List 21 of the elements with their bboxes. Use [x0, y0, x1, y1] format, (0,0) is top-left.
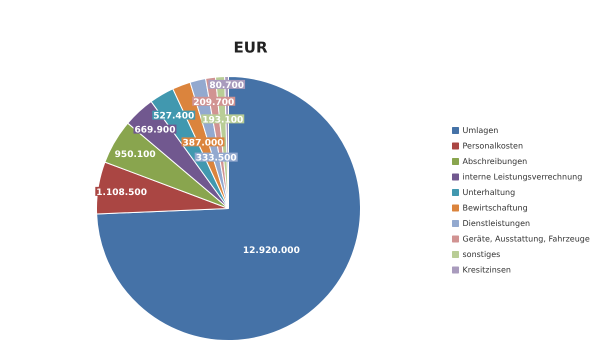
data-label: 527.400 [153, 112, 194, 122]
legend-label: Personalkosten [462, 142, 524, 150]
data-label: 80.700 [209, 80, 244, 91]
chart-title: EUR [234, 38, 268, 56]
legend-label: Unterhaltung [462, 188, 516, 197]
legend-label: Geräte, Ausstattung, Fahrzeuge [462, 234, 590, 244]
data-label: 387.000 [182, 138, 224, 148]
data-label: 1.108.500 [96, 188, 147, 198]
legend-label: Umlagen [462, 126, 498, 135]
legend-label: sonstiges [462, 250, 500, 259]
legend-label: Abschreibungen [462, 157, 528, 166]
data-label: 950.100 [114, 150, 156, 160]
data-label: 12.920.000 [242, 246, 300, 256]
legend-label: interne Leistungsverrechnung [462, 172, 582, 182]
data-label: 193.100 [202, 115, 244, 126]
legend-label: Dienstleistungen [462, 219, 530, 228]
data-label: 209.700 [193, 98, 234, 108]
legend-label: Bewirtschaftung [462, 204, 528, 212]
data-label: 669.900 [134, 126, 176, 136]
legend-label: Kresitzinsen [462, 266, 511, 274]
data-label: 333.500 [196, 154, 237, 164]
